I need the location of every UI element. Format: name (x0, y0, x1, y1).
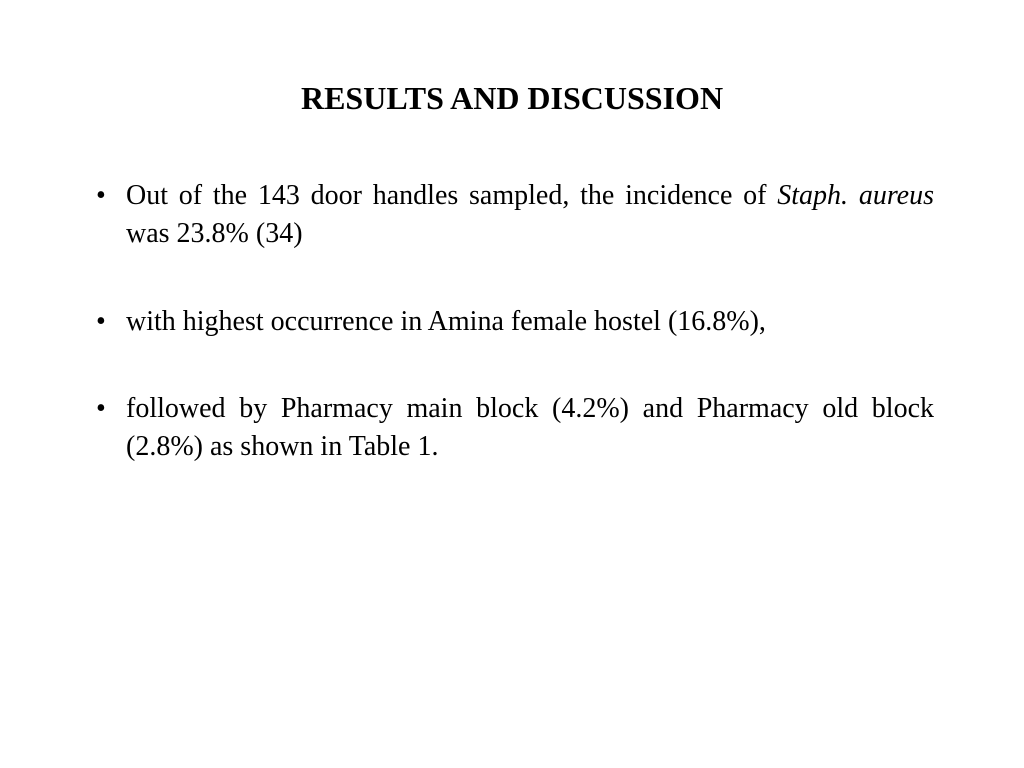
bullet-item: followed by Pharmacy main block (4.2%) a… (90, 390, 934, 466)
bullet-text-pre: with highest occurrence in Amina female … (126, 306, 766, 337)
bullet-item: with highest occurrence in Amina female … (90, 303, 934, 341)
slide-title: RESULTS AND DISCUSSION (90, 80, 934, 117)
bullet-text-pre: followed by Pharmacy main block (4.2%) a… (126, 393, 934, 462)
bullet-list: Out of the 143 door handles sampled, the… (90, 177, 934, 466)
bullet-text-pre: Out of the 143 door handles sampled, the… (126, 180, 777, 211)
bullet-text-italic: Staph. aureus (777, 180, 934, 211)
bullet-text-post: was 23.8% (34) (126, 218, 303, 249)
bullet-item: Out of the 143 door handles sampled, the… (90, 177, 934, 253)
